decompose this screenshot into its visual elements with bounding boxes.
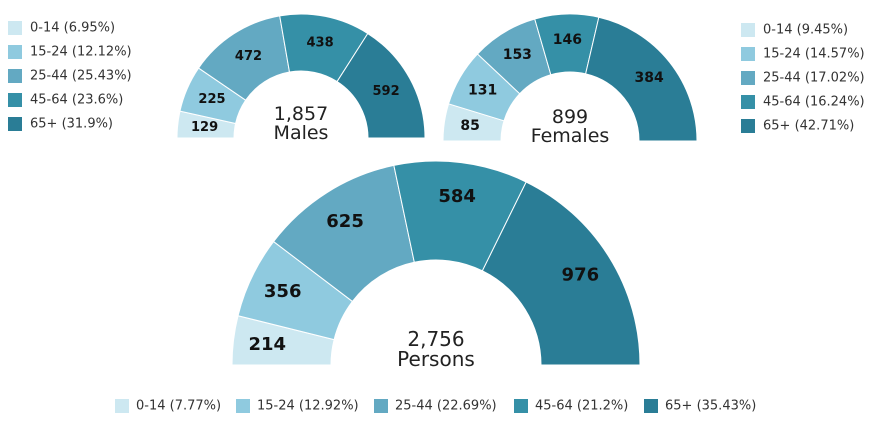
females-legend-item-65plus[interactable]: 65+ (42.71%) <box>763 119 854 134</box>
females-legend: 0-14 (9.45%) 15-24 (14.57%) 25-44 (17.02%)… <box>741 23 865 134</box>
males-legend-swatch-0-14 <box>8 21 22 35</box>
persons-legend-swatch-0-14 <box>115 399 129 413</box>
persons-value-label-0-14: 214 <box>248 334 286 355</box>
females-legend-item-25-44[interactable]: 25-44 (17.02%) <box>763 71 865 86</box>
persons-group-name-label: Persons <box>397 347 475 371</box>
males-legend: 0-14 (6.95%) 15-24 (12.12%) 25-44 (25.43%)… <box>8 21 132 132</box>
males-total-label: 1,857 <box>274 103 328 125</box>
persons-value-label-45-64: 584 <box>438 186 476 207</box>
males-legend-item-65plus[interactable]: 65+ (31.9%) <box>30 117 113 132</box>
males-legend-item-15-24[interactable]: 15-24 (12.12%) <box>30 45 132 60</box>
males-legend-item-25-44[interactable]: 25-44 (25.43%) <box>30 69 132 84</box>
males-segment-65plus[interactable] <box>336 32 426 139</box>
persons-legend: 0-14 (7.77%) 15-24 (12.92%) 25-44 (22.69%)… <box>115 399 756 414</box>
males-value-label-0-14: 129 <box>191 120 218 135</box>
males-value-label-15-24: 225 <box>198 92 225 107</box>
males-value-label-45-64: 438 <box>307 35 334 50</box>
males-legend-swatch-45-64 <box>8 93 22 107</box>
persons-legend-item-65plus[interactable]: 65+ (35.43%) <box>665 399 756 414</box>
females-legend-item-45-64[interactable]: 45-64 (16.24%) <box>763 95 865 110</box>
males-legend-item-0-14[interactable]: 0-14 (6.95%) <box>30 21 115 36</box>
males-legend-swatch-15-24 <box>8 45 22 59</box>
persons-legend-item-0-14[interactable]: 0-14 (7.77%) <box>136 399 221 414</box>
persons-value-label-25-44: 625 <box>326 211 364 232</box>
females-legend-swatch-25-44 <box>741 71 755 85</box>
females-group-name-label: Females <box>531 125 610 147</box>
males-legend-swatch-65plus <box>8 117 22 131</box>
persons-segment-65plus[interactable] <box>481 181 641 366</box>
females-value-label-15-24: 131 <box>468 82 497 98</box>
persons-legend-swatch-25-44 <box>374 399 388 413</box>
females-segment-65plus[interactable] <box>585 16 698 142</box>
females-legend-swatch-15-24 <box>741 47 755 61</box>
persons-total-label: 2,756 <box>407 327 464 351</box>
persons-value-label-65plus: 976 <box>562 265 600 286</box>
females-value-label-0-14: 85 <box>460 118 479 134</box>
females-legend-swatch-0-14 <box>741 23 755 37</box>
persons-legend-swatch-15-24 <box>236 399 250 413</box>
persons-legend-item-15-24[interactable]: 15-24 (12.92%) <box>257 399 359 414</box>
females-legend-swatch-65plus <box>741 119 755 133</box>
persons-legend-item-25-44[interactable]: 25-44 (22.69%) <box>395 399 497 414</box>
males-value-label-65plus: 592 <box>373 84 400 99</box>
females-total-label: 899 <box>552 106 588 128</box>
persons-legend-item-45-64[interactable]: 45-64 (21.2%) <box>535 399 628 414</box>
males-value-label-25-44: 472 <box>235 49 262 64</box>
females-legend-swatch-45-64 <box>741 95 755 109</box>
females-legend-item-0-14[interactable]: 0-14 (9.45%) <box>763 23 848 38</box>
females-value-label-25-44: 153 <box>503 47 532 63</box>
males-group-name-label: Males <box>274 122 329 144</box>
males-legend-swatch-25-44 <box>8 69 22 83</box>
persons-legend-swatch-45-64 <box>514 399 528 413</box>
persons-legend-swatch-65plus <box>644 399 658 413</box>
males-legend-item-45-64[interactable]: 45-64 (23.6%) <box>30 93 123 108</box>
females-value-label-45-64: 146 <box>553 32 582 48</box>
females-value-label-65plus: 384 <box>634 70 663 86</box>
females-legend-item-15-24[interactable]: 15-24 (14.57%) <box>763 47 865 62</box>
persons-value-label-15-24: 356 <box>264 281 302 302</box>
